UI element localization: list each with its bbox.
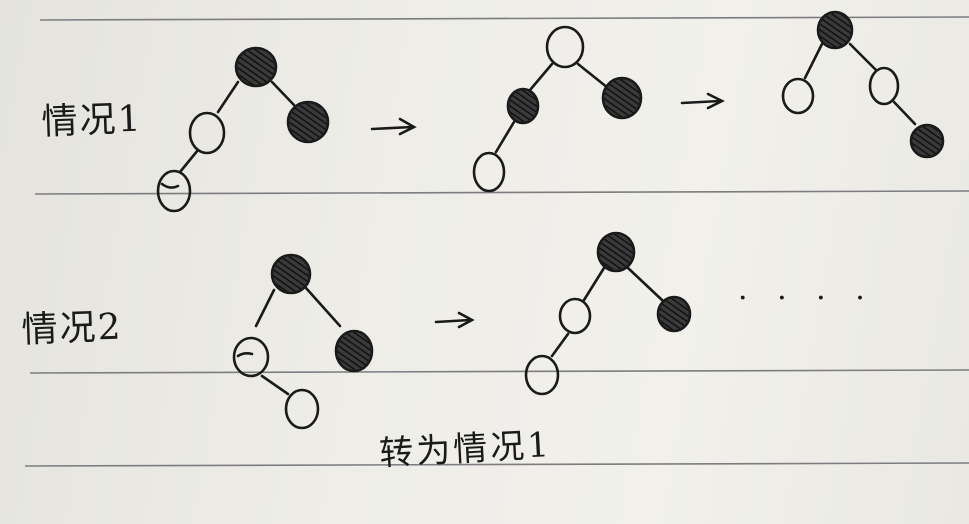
tree-edge xyxy=(576,62,610,90)
white-node xyxy=(868,66,900,106)
white-node xyxy=(284,388,320,430)
white-node xyxy=(545,25,585,69)
case1-tree-middle xyxy=(472,25,643,193)
tree-edge xyxy=(626,266,664,302)
arrow-right xyxy=(680,92,725,110)
ruled-line xyxy=(34,190,969,195)
ruled-line xyxy=(39,16,969,21)
ruled-lines xyxy=(24,16,969,467)
black-node xyxy=(506,87,540,125)
white-node xyxy=(232,336,270,378)
ruled-line xyxy=(29,369,969,374)
tree-edge xyxy=(803,42,824,80)
case1-tree-final xyxy=(781,10,945,159)
tree-edge xyxy=(848,42,878,72)
tree-edge xyxy=(582,266,606,302)
case2-note: 转为情况1 xyxy=(378,425,552,474)
black-node xyxy=(334,329,374,373)
black-node xyxy=(816,10,854,50)
black-node xyxy=(596,231,636,273)
case2-tree-result xyxy=(524,231,692,396)
ruled-line xyxy=(24,462,969,467)
arrow-right xyxy=(370,117,417,136)
node-tail-mark xyxy=(160,182,180,189)
case1-label: 情况1 xyxy=(41,98,143,142)
black-node xyxy=(286,100,330,144)
tree-edge xyxy=(550,332,570,358)
white-node xyxy=(188,111,226,155)
arrow-right xyxy=(434,311,475,329)
white-node xyxy=(156,169,192,213)
tree-edge xyxy=(494,120,516,154)
white-node xyxy=(472,151,506,193)
tree-edge xyxy=(304,286,342,328)
tree-edge xyxy=(178,148,200,174)
black-node xyxy=(656,295,692,333)
tree-edge xyxy=(254,288,276,328)
case2-label: 情况2 xyxy=(21,306,123,350)
black-node xyxy=(601,76,643,120)
white-node xyxy=(781,77,815,115)
white-node xyxy=(558,297,592,335)
white-node xyxy=(524,354,560,396)
case1-tree-initial xyxy=(156,46,330,213)
tree-edge xyxy=(892,100,917,126)
case2-tree-initial xyxy=(232,253,374,430)
black-node xyxy=(270,253,312,295)
tree-edge xyxy=(270,80,296,107)
node-tail-mark xyxy=(236,352,254,358)
tree-edge xyxy=(216,80,240,114)
black-node xyxy=(234,46,278,88)
ellipsis-dots: · · · · xyxy=(738,281,875,316)
tree-edge xyxy=(528,62,554,92)
black-node xyxy=(909,123,945,159)
tree-edge xyxy=(260,374,290,396)
